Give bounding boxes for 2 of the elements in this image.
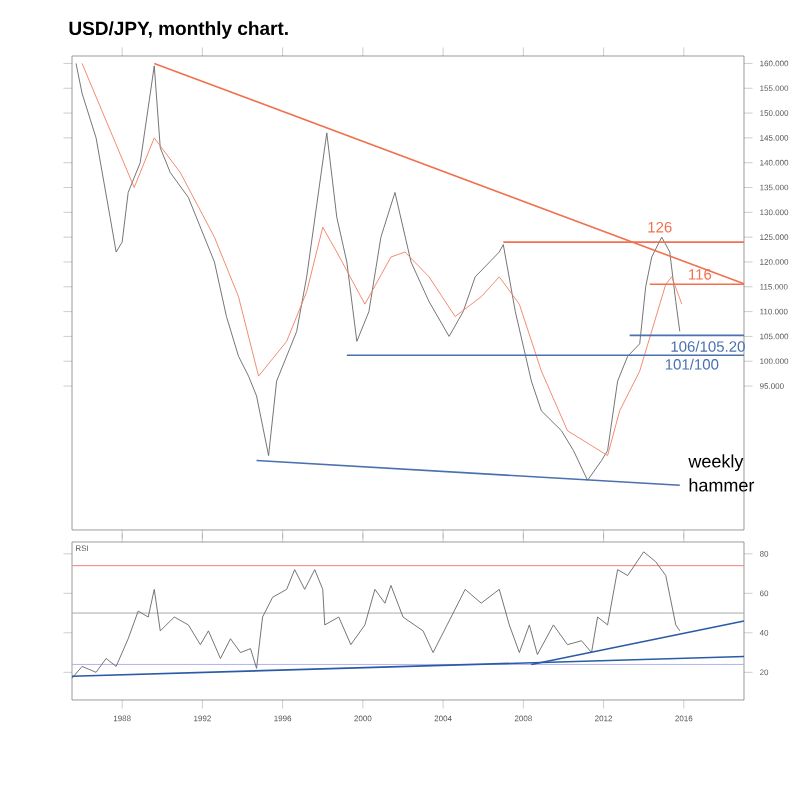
chart-title: USD/JPY, monthly chart. [69, 21, 288, 39]
annotation: weekly hammer [688, 454, 755, 492]
